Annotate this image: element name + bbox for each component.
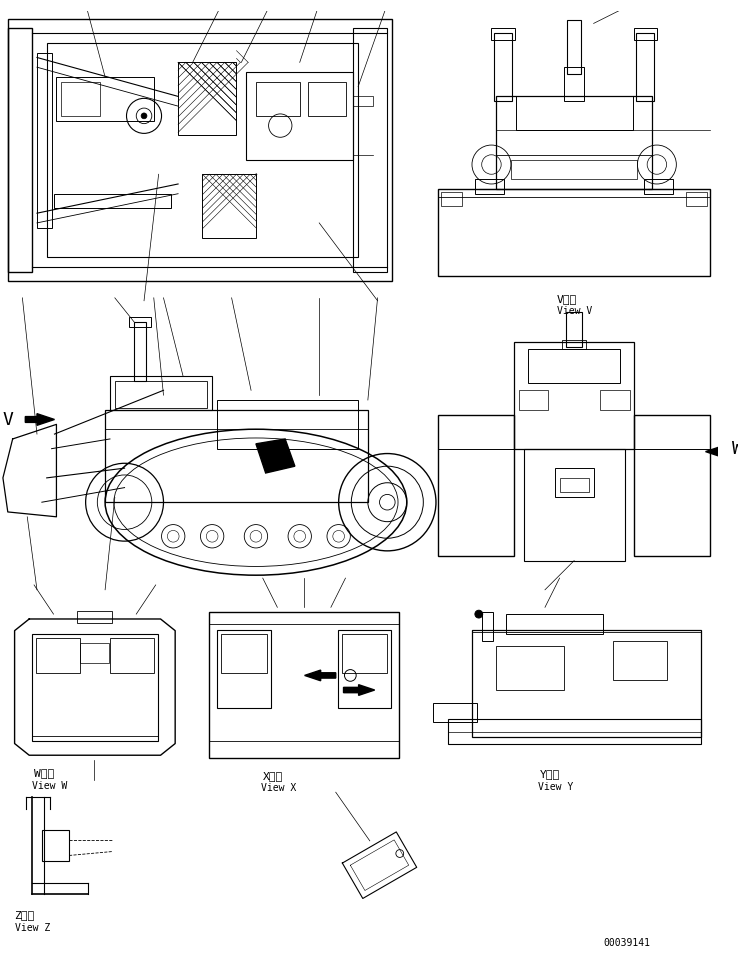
Bar bbox=[110, 377, 212, 410]
Circle shape bbox=[475, 610, 483, 618]
Bar bbox=[635, 415, 711, 556]
Bar bbox=[115, 382, 207, 408]
Bar bbox=[644, 180, 673, 194]
Bar bbox=[511, 160, 638, 180]
Bar bbox=[559, 479, 589, 493]
Bar bbox=[472, 630, 700, 737]
Text: V: V bbox=[3, 410, 14, 429]
Text: X　視: X 視 bbox=[263, 770, 283, 780]
Bar bbox=[217, 401, 358, 449]
Text: W: W bbox=[732, 439, 738, 457]
Ellipse shape bbox=[114, 438, 398, 567]
Bar bbox=[338, 630, 391, 708]
Bar bbox=[217, 630, 271, 708]
Bar bbox=[37, 54, 52, 229]
Bar bbox=[36, 639, 80, 673]
Bar bbox=[492, 29, 515, 41]
Bar bbox=[519, 391, 548, 410]
Bar bbox=[562, 340, 586, 350]
Bar bbox=[308, 83, 346, 116]
Bar bbox=[438, 415, 514, 556]
Bar bbox=[494, 34, 512, 102]
Bar bbox=[55, 194, 171, 209]
Bar bbox=[523, 449, 625, 561]
Bar bbox=[8, 19, 392, 282]
Polygon shape bbox=[25, 414, 55, 426]
Bar bbox=[8, 29, 32, 272]
Bar bbox=[636, 34, 654, 102]
Bar bbox=[256, 83, 300, 116]
Bar bbox=[80, 644, 109, 663]
Polygon shape bbox=[706, 446, 728, 458]
Bar bbox=[506, 614, 604, 634]
Bar bbox=[110, 639, 154, 673]
Bar bbox=[482, 612, 494, 642]
Text: View V: View V bbox=[556, 306, 592, 315]
Text: View Y: View Y bbox=[538, 780, 573, 791]
Bar bbox=[354, 29, 387, 272]
Bar bbox=[686, 192, 708, 208]
Bar bbox=[448, 720, 700, 744]
Bar bbox=[438, 189, 711, 277]
Bar bbox=[497, 97, 652, 189]
Bar bbox=[565, 68, 584, 102]
Bar bbox=[528, 350, 620, 384]
Text: W　視: W 視 bbox=[34, 767, 55, 777]
Bar bbox=[46, 44, 358, 258]
Bar bbox=[178, 63, 236, 136]
Circle shape bbox=[141, 113, 147, 120]
Bar bbox=[555, 469, 593, 498]
Bar bbox=[433, 702, 477, 723]
Bar bbox=[42, 830, 69, 861]
Bar bbox=[441, 192, 462, 208]
Text: View Z: View Z bbox=[15, 922, 50, 931]
Bar bbox=[516, 97, 632, 132]
Bar bbox=[210, 612, 399, 758]
Polygon shape bbox=[256, 439, 295, 474]
Text: View W: View W bbox=[32, 779, 67, 790]
Bar bbox=[105, 410, 368, 503]
Text: Z　視: Z 視 bbox=[15, 909, 35, 919]
Bar bbox=[613, 642, 666, 680]
Bar bbox=[77, 611, 112, 624]
Bar bbox=[514, 342, 635, 449]
Bar bbox=[221, 634, 266, 673]
Text: 00039141: 00039141 bbox=[604, 937, 650, 948]
Bar bbox=[246, 73, 354, 160]
Bar bbox=[202, 175, 256, 238]
Bar bbox=[633, 29, 657, 41]
Bar bbox=[475, 180, 504, 194]
Bar bbox=[32, 634, 158, 741]
Bar bbox=[354, 97, 373, 107]
Bar bbox=[61, 83, 100, 116]
Bar bbox=[601, 391, 630, 410]
Bar bbox=[56, 78, 154, 122]
Bar bbox=[134, 323, 146, 382]
Bar bbox=[129, 318, 151, 328]
Bar bbox=[342, 634, 387, 673]
Bar bbox=[566, 313, 582, 347]
Text: V　視: V 視 bbox=[556, 294, 577, 304]
Text: View X: View X bbox=[261, 782, 296, 793]
Polygon shape bbox=[343, 685, 375, 696]
Bar bbox=[497, 647, 565, 690]
Text: Y　視: Y 視 bbox=[540, 768, 560, 778]
Polygon shape bbox=[305, 671, 336, 681]
Bar bbox=[568, 21, 581, 75]
